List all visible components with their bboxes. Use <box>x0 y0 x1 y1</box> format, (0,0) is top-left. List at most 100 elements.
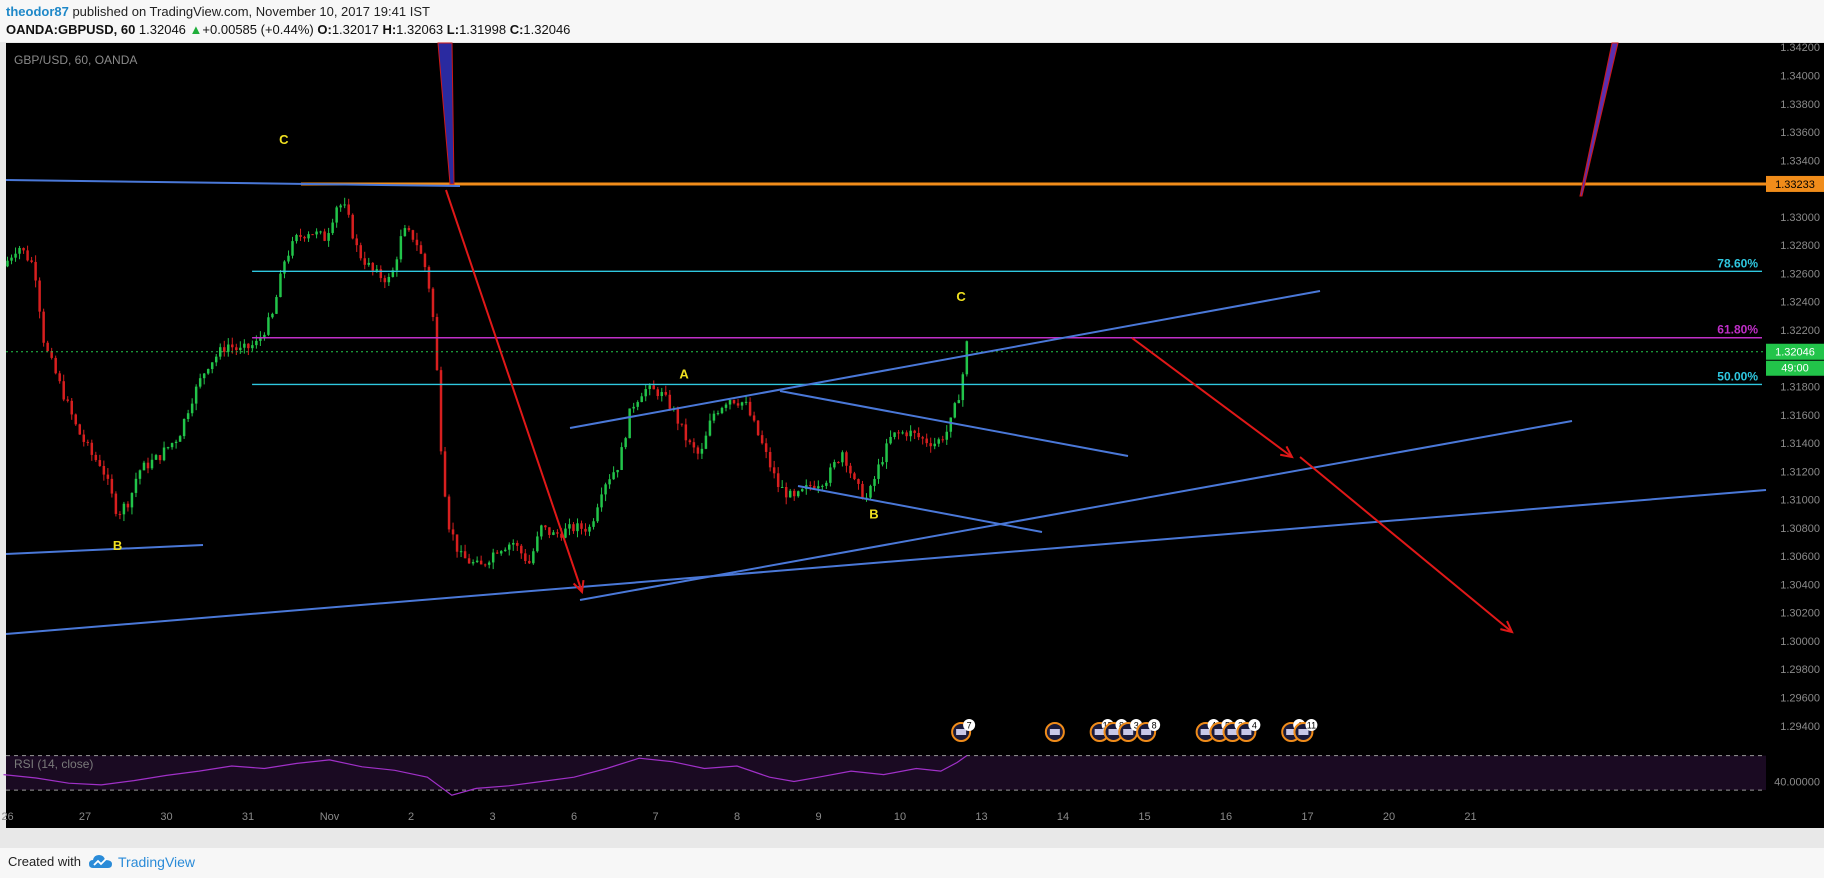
wave-label: A <box>679 367 689 382</box>
candle-body <box>752 415 756 421</box>
candle-body <box>18 247 21 254</box>
footer: Created with TradingView <box>0 848 1824 878</box>
candle-body <box>387 276 391 283</box>
price-pane[interactable] <box>6 43 1766 747</box>
candle-body <box>532 551 535 564</box>
open-value: 1.32017 <box>331 22 379 37</box>
event-flag-stripe <box>1108 729 1119 735</box>
candle-body <box>869 485 872 498</box>
x-tick-label: 26 <box>1 811 13 823</box>
close-value: 1.32046 <box>523 22 571 37</box>
published-text: published on TradingView.com, November 1… <box>68 4 430 19</box>
x-tick-label: 2 <box>408 811 414 823</box>
price-change: +0.00585 (+0.44%) <box>202 22 314 37</box>
candle-body <box>138 470 142 479</box>
candle-body <box>10 257 13 261</box>
candle-body <box>656 389 660 397</box>
candle-body <box>335 207 338 223</box>
candle-body <box>403 228 407 237</box>
x-tick-label: 8 <box>734 811 740 823</box>
candle-body <box>636 402 639 407</box>
event-count-badge <box>963 719 976 731</box>
y-tick-label: 1.30800 <box>1780 523 1820 535</box>
wave-label: B <box>113 538 122 553</box>
candle-body <box>6 260 9 267</box>
close-label: C: <box>509 22 524 37</box>
candle-body <box>640 396 643 403</box>
down-arrow-projection-2 <box>1299 456 1513 633</box>
wave-label: C <box>956 289 966 304</box>
candle-body <box>584 528 587 532</box>
rsi-label: RSI (14, close) <box>14 757 93 771</box>
trendline-flag-bottom <box>797 485 1043 533</box>
candle-body <box>536 536 539 552</box>
candle-body <box>158 455 162 461</box>
candle-body <box>283 261 286 274</box>
candle-body <box>503 549 507 552</box>
candle-body <box>194 386 198 404</box>
candle-body <box>295 235 298 242</box>
x-tick-label: 9 <box>815 811 821 823</box>
candle-body <box>704 435 708 449</box>
wave-label: C <box>279 132 289 147</box>
author-link[interactable]: theodor87 <box>6 4 69 19</box>
candle-body <box>471 562 475 564</box>
y-tick-label: 1.33600 <box>1780 127 1820 139</box>
candle-body <box>508 544 511 550</box>
down-arrow-projection-2-head <box>1500 620 1514 634</box>
low-value: 1.31998 <box>459 22 507 37</box>
candle-body <box>648 385 651 390</box>
candle-body <box>227 344 230 352</box>
candle-body <box>202 373 206 379</box>
fib-50.0-label: 50.00% <box>1717 369 1758 383</box>
last-price: 1.32046 <box>138 22 186 37</box>
candle-body <box>568 524 571 529</box>
candle-body <box>146 462 150 469</box>
candle-body <box>772 467 776 474</box>
up-triangle-icon: ▲ <box>189 22 203 37</box>
candle-body <box>166 447 170 449</box>
candle-body <box>608 479 611 485</box>
x-tick-label: 10 <box>894 811 906 823</box>
candle-body <box>841 452 844 463</box>
time-axis[interactable] <box>6 803 1824 828</box>
candle-body <box>98 460 102 466</box>
rsi-line <box>3 755 968 796</box>
event-flag-stripe <box>1049 729 1060 735</box>
candle-body <box>178 436 182 442</box>
projection-spike-left <box>437 42 455 185</box>
candle-body <box>544 525 547 528</box>
trendline-channel-top <box>569 290 1321 429</box>
candle-body <box>732 400 736 404</box>
candle-body <box>676 408 680 424</box>
tradingview-link[interactable]: TradingView <box>118 854 196 870</box>
candle-body <box>740 402 744 406</box>
event-flag-stripe <box>1094 729 1105 735</box>
fib-78.6-label: 78.60% <box>1717 256 1758 270</box>
candle-body <box>231 344 234 348</box>
candle-body <box>447 496 451 530</box>
candle-body <box>849 465 852 474</box>
candle-body <box>379 269 383 279</box>
candle-body <box>34 261 37 281</box>
candle-body <box>247 343 250 349</box>
candle-body <box>182 418 186 437</box>
candle-body <box>524 553 527 561</box>
x-tick-label: 16 <box>1220 811 1232 823</box>
price-axis[interactable] <box>1766 43 1824 828</box>
candle-body <box>624 438 627 448</box>
candle-body <box>439 370 443 452</box>
pane-label: GBP/USD, 60, OANDA <box>14 53 137 67</box>
event-count-text: 3 <box>1134 721 1139 731</box>
candle-body <box>897 432 900 434</box>
candle-body <box>612 472 615 480</box>
candle-body <box>881 462 884 465</box>
candle-body <box>339 205 342 208</box>
candle-body <box>756 420 760 436</box>
candle-body <box>620 447 623 470</box>
candle-body <box>901 432 904 434</box>
candle-body <box>564 528 567 538</box>
chart[interactable]: 78.60%61.80%50.00%CBABC7158384524411 1.3… <box>0 42 1824 848</box>
candle-body <box>66 399 69 401</box>
candle-body <box>724 404 728 408</box>
